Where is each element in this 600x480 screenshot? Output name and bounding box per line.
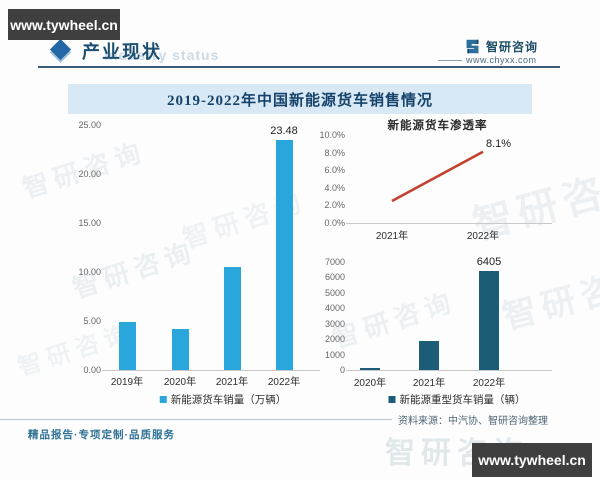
- chart-legend: 新能源货车销量（万辆）: [159, 392, 287, 407]
- y-axis-tick: 2000: [324, 334, 345, 345]
- x-axis-label: 2022年: [466, 231, 500, 242]
- data-label: 8.1%: [486, 137, 512, 150]
- y-axis-tick: 3000: [324, 318, 345, 329]
- y-axis-tick: 2.0%: [324, 200, 345, 211]
- footer-divider: [0, 419, 392, 420]
- y-axis-tick: 6000: [324, 272, 345, 283]
- y-axis-tick: 5000: [324, 287, 345, 298]
- legend-swatch: [388, 396, 396, 403]
- y-axis-tick: 0: [339, 365, 345, 375]
- y-axis-tick: 15.00: [78, 218, 101, 228]
- chart-banner: 2019-2022年中国新能源货车销售情况: [68, 84, 532, 114]
- brand-url-divider: [438, 60, 462, 61]
- bar-2022年: [479, 271, 499, 370]
- x-axis-label: 2019年: [110, 377, 144, 388]
- bar-2022年: [275, 139, 293, 370]
- bar-2019年: [118, 321, 136, 370]
- brand-name: 智研咨询: [486, 40, 539, 54]
- y-axis-tick: 5.00: [83, 316, 101, 326]
- y-axis-tick: 1000: [324, 349, 345, 360]
- x-axis-label: 2022年: [472, 378, 506, 389]
- section-title: 产业现状: [82, 42, 162, 62]
- y-axis-tick: 4.0%: [324, 182, 345, 193]
- bar-2021年: [419, 341, 439, 370]
- footer-slogan: 精品报告·专项定制·品质服务: [28, 429, 175, 441]
- line-chart-penetration: 新能源货车渗透率 10.0% 8.0% 6.0% 4.0% 2.0% 0.0% 2021年 20…: [315, 115, 560, 250]
- penetration-line: [391, 150, 484, 203]
- data-label: 23.48: [270, 124, 298, 137]
- y-axis-tick: 20.00: [78, 169, 101, 179]
- x-axis-line: [346, 370, 552, 371]
- header-divider: [38, 66, 560, 68]
- zhiyan-logo-icon: [466, 39, 479, 54]
- brand-url: www.chyxx.com: [466, 55, 537, 65]
- y-axis-tick: 25.00: [78, 120, 101, 130]
- site-watermark-top-left: www.tywheel.cn: [8, 9, 120, 40]
- x-axis-label: 2021年: [412, 378, 446, 389]
- source-note: 资料来源：中汽协、智研咨询整理: [398, 416, 548, 427]
- banner-title: 2019-2022年中国新能源货车销售情况: [167, 92, 433, 109]
- data-label: 6405: [476, 256, 502, 269]
- chart-title: 新能源货车渗透率: [387, 120, 488, 132]
- y-axis-tick: 0.0%: [324, 218, 345, 228]
- bar-2020年: [360, 367, 380, 370]
- x-axis-label: 2021年: [375, 231, 409, 242]
- x-axis-label: 2022年: [267, 377, 301, 388]
- x-axis-label: 2020年: [353, 378, 387, 389]
- diamond-icon: [49, 38, 72, 61]
- y-axis-tick: 10.00: [78, 267, 101, 277]
- x-axis-label: 2021年: [215, 377, 249, 388]
- legend-label: 新能源货车销量（万辆）: [170, 394, 287, 406]
- x-axis-line: [102, 370, 320, 371]
- bar-2020年: [171, 328, 189, 370]
- chart-legend: 新能源重型货车销量（辆）: [388, 392, 526, 407]
- y-axis-tick: 0.00: [83, 365, 101, 375]
- x-axis-label: 2020年: [163, 377, 197, 388]
- ghost-subtitle: Industry status: [104, 47, 220, 63]
- site-watermark-bottom-right: www.tywheel.cn: [472, 443, 592, 477]
- y-axis-tick: 6.0%: [324, 165, 345, 176]
- y-axis-tick: 10.0%: [319, 130, 345, 140]
- brand-logo: 智研咨询: [464, 38, 538, 55]
- y-axis-tick: 4000: [324, 303, 345, 314]
- bar-chart-truck-sales: 25.00 20.00 15.00 10.00 5.00 0.00 2019年 2020年 20…: [65, 118, 320, 410]
- x-axis-line: [346, 223, 552, 224]
- y-axis-tick: 8.0%: [324, 147, 345, 158]
- bar-chart-heavy-truck-sales: 7000 6000 5000 4000 3000 2000 1000 0 2020年 2021年 2…: [315, 250, 560, 410]
- legend-swatch: [159, 396, 167, 403]
- y-axis-tick: 7000: [324, 257, 345, 267]
- bar-2021年: [223, 267, 241, 370]
- legend-label: 新能源重型货车销量（辆）: [399, 394, 526, 406]
